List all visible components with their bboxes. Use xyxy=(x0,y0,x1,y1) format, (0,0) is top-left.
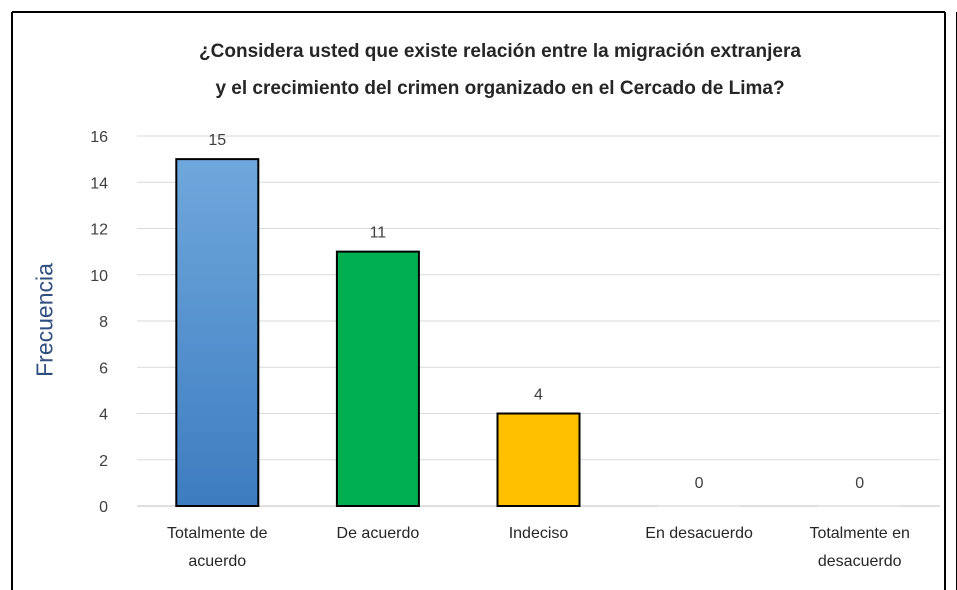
x-tick-label: Totalmente en xyxy=(809,525,910,542)
y-tick-label: 6 xyxy=(99,360,108,377)
x-tick-label: En desacuerdo xyxy=(645,525,753,542)
y-tick-label: 12 xyxy=(90,222,108,239)
bar xyxy=(335,250,420,507)
bar xyxy=(175,158,260,507)
x-tick-label: desacuerdo xyxy=(818,553,902,570)
x-tick-label: Totalmente de xyxy=(167,525,268,542)
data-label: 0 xyxy=(855,475,864,492)
y-tick-label: 16 xyxy=(90,129,108,146)
y-tick-label: 10 xyxy=(90,268,108,285)
data-label: 0 xyxy=(695,475,704,492)
y-tick-label: 14 xyxy=(90,175,108,192)
data-label: 15 xyxy=(208,132,226,149)
bar xyxy=(496,412,581,507)
x-tick-label: Indeciso xyxy=(509,525,569,542)
y-tick-label: 8 xyxy=(99,314,108,331)
x-tick-label: acuerdo xyxy=(188,553,246,570)
chart-title-line-1: ¿Considera usted que existe relación ent… xyxy=(199,41,801,62)
y-tick-label: 0 xyxy=(99,499,108,516)
data-label: 4 xyxy=(534,387,543,404)
y-tick-label: 2 xyxy=(99,453,108,470)
chart-title-line-2: y el crecimiento del crimen organizado e… xyxy=(215,78,785,99)
x-tick-label: De acuerdo xyxy=(337,525,420,542)
y-tick-label: 4 xyxy=(99,407,108,424)
data-label: 11 xyxy=(370,225,387,242)
